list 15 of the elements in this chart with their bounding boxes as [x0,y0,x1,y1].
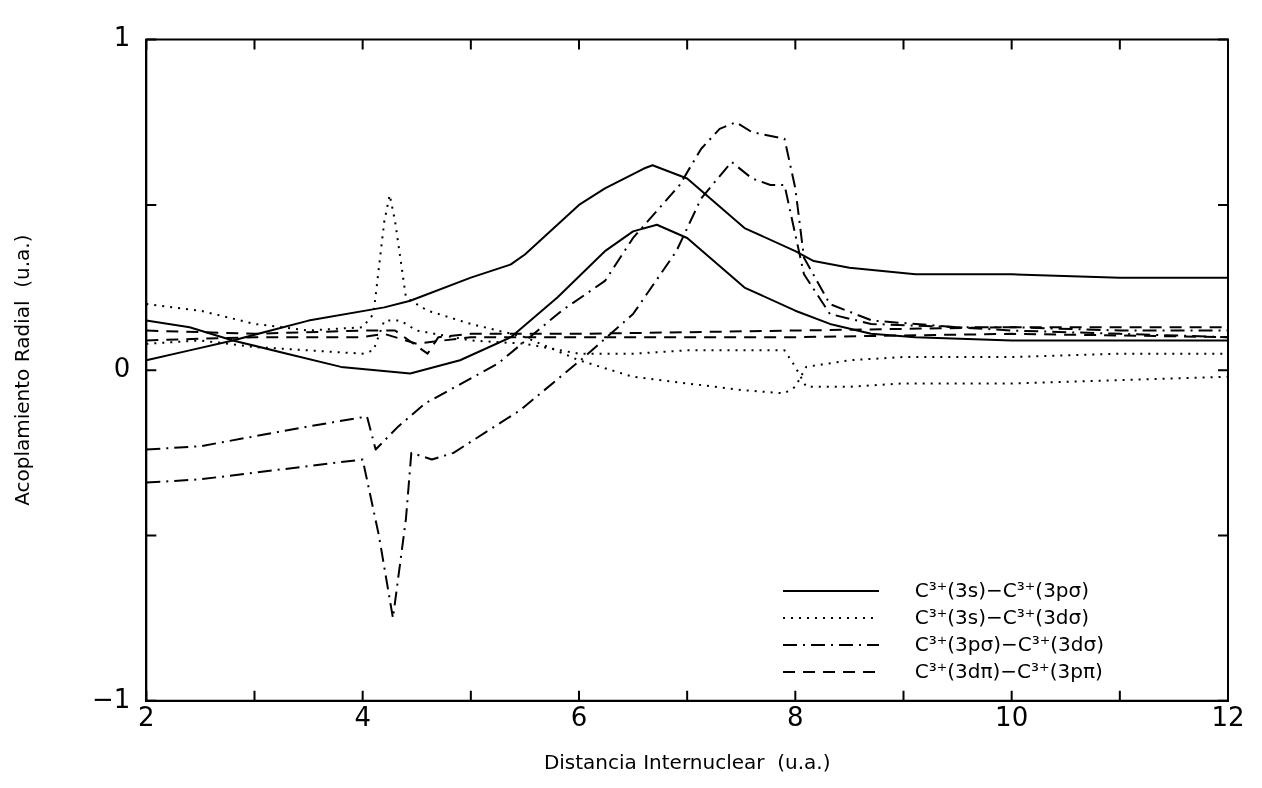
legend-label: C³⁺(3pσ)−C³⁺(3dσ) [914,631,1104,658]
legend-label: C³⁺(3dπ)−C³⁺(3pπ) [914,658,1103,685]
x-tick-label: 10 [995,702,1029,733]
x-tick-label: 2 [138,702,155,733]
x-tick-label: 8 [787,702,804,733]
y-tick-label: 1 [113,22,131,53]
y-tick-label: −1 [92,683,131,714]
y-axis-title: Acoplamiento Radial (u.a.) [10,234,35,506]
x-tick-label: 4 [354,702,371,733]
legend-label: C³⁺(3s)−C³⁺(3dσ) [914,604,1090,631]
legend-label: C³⁺(3s)−C³⁺(3pσ) [914,577,1090,604]
x-tick-label: 6 [570,702,588,733]
y-tick-label: 0 [113,352,131,383]
x-tick-label: 12 [1211,702,1245,733]
x-axis-title: Distancia Internuclear (u.a.) [543,750,831,775]
